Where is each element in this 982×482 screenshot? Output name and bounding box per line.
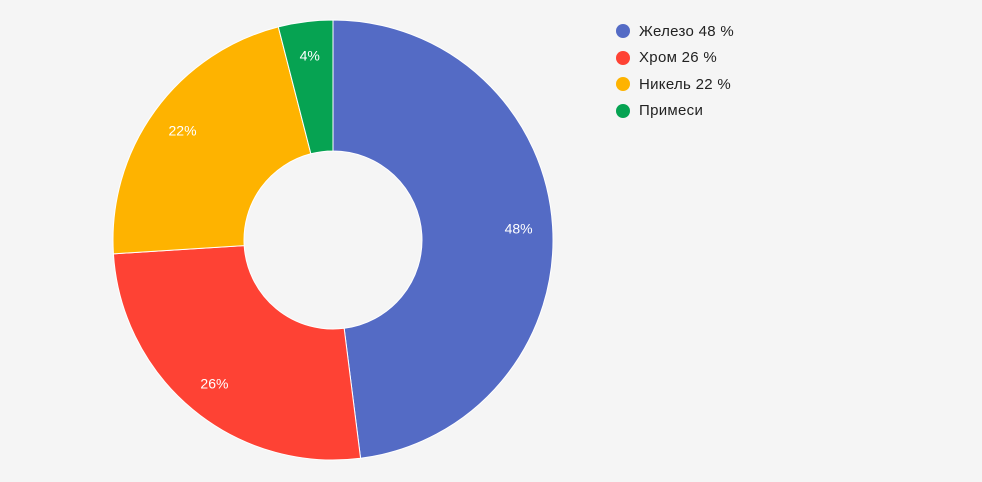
slice-1[interactable]	[112, 245, 362, 461]
data-labels-group: 48% 26% 22% 4%	[169, 47, 533, 391]
slice-label-1: 26%	[200, 375, 228, 391]
slice-label-0: 48%	[505, 220, 533, 236]
slice-label-2: 22%	[169, 123, 197, 139]
legend-item-2[interactable]: Никель 22 %	[616, 71, 734, 98]
slice-label-3: 4%	[300, 47, 320, 63]
legend-swatch-0	[616, 24, 630, 39]
legend-swatch-3	[616, 103, 630, 118]
slice-2[interactable]	[112, 26, 312, 255]
legend-item-0[interactable]: Железо 48 %	[616, 18, 734, 45]
legend-label-1: Хром 26 %	[639, 49, 718, 67]
slice-0[interactable]	[332, 19, 554, 459]
legend-label-3: Примеси	[639, 102, 704, 120]
legend-item-1[interactable]: Хром 26 %	[616, 45, 734, 72]
legend-swatch-1	[616, 50, 630, 65]
legend-label-2: Никель 22 %	[639, 75, 732, 93]
legend-label-0: Железо 48 %	[639, 22, 734, 40]
legend-swatch-2	[616, 77, 630, 92]
slice-3[interactable]	[277, 19, 334, 155]
legend: Железо 48 % Хром 26 % Никель 22 % Примеси	[616, 18, 734, 124]
slices-group	[112, 19, 554, 461]
legend-item-3[interactable]: Примеси	[616, 98, 734, 125]
